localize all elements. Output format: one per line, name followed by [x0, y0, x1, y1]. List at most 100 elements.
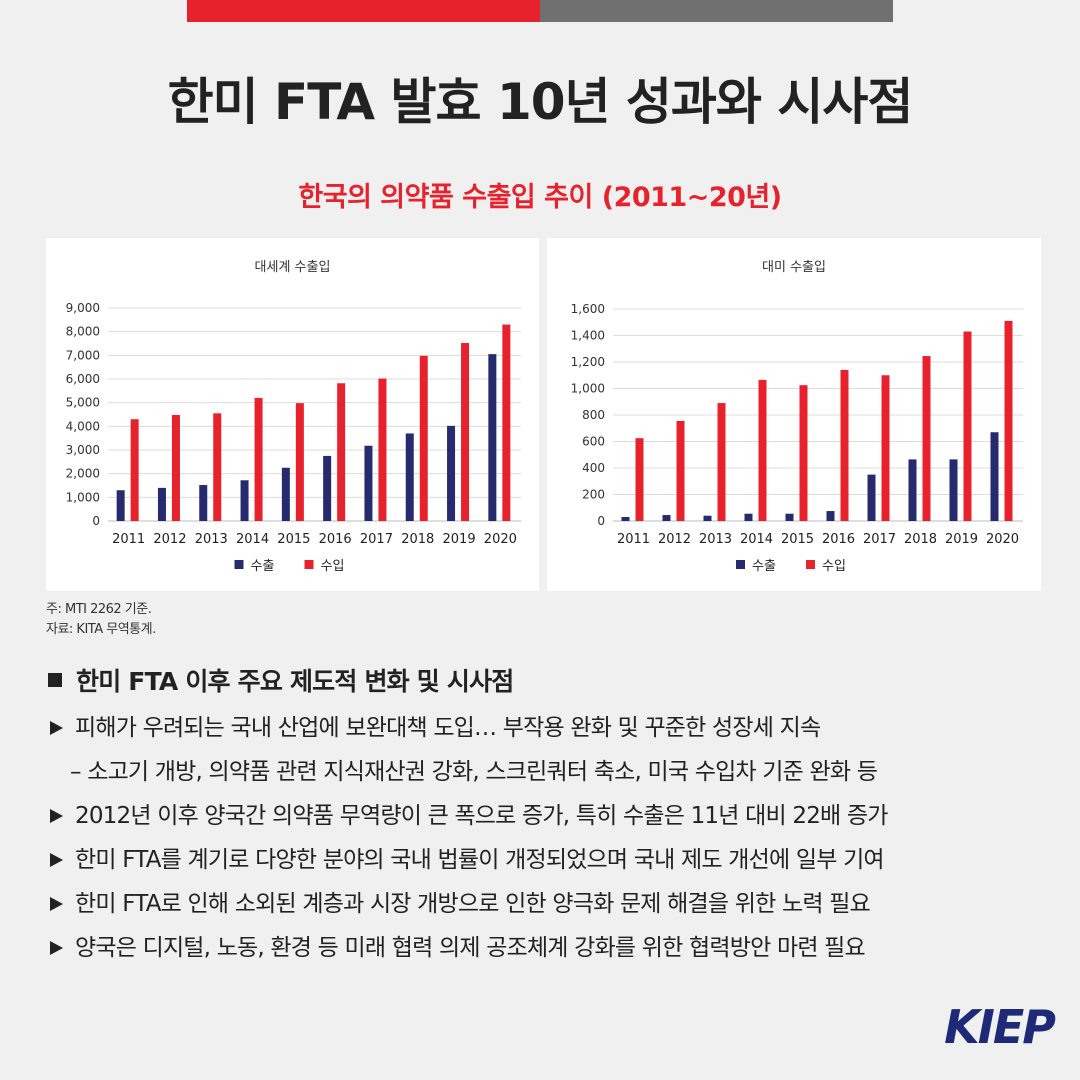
- bar-import: [676, 420, 685, 521]
- section-heading-text: 한미 FTA 이후 주요 제도적 변화 및 시사점: [76, 667, 514, 696]
- x-tick-label: 2017: [360, 532, 393, 547]
- bar-import: [171, 414, 180, 521]
- bar-import: [378, 378, 387, 521]
- y-tick-label: 0: [92, 514, 100, 528]
- bar-import: [1004, 320, 1013, 521]
- bar-export: [826, 511, 835, 521]
- y-tick-label: 8,000: [66, 325, 100, 339]
- page-title: 한미 FTA 발효 10년 성과와 시사점: [167, 73, 914, 131]
- list-item: 한미 FTA를 계기로 다양한 분야의 국내 법률이 개정되었으며 국내 제도 …: [46, 838, 1046, 882]
- top-accent-gray: [540, 0, 893, 22]
- triangle-bullet-icon: [50, 809, 63, 823]
- bar-import: [881, 375, 890, 521]
- bar-import: [295, 403, 304, 521]
- y-tick-label: 0: [597, 514, 605, 528]
- figure-title: 한국의 의약품 수출입 추이 (2011~20년): [298, 182, 782, 213]
- list-item: 양국은 디지털, 노동, 환경 등 미래 협력 의제 공조체계 강화를 위한 협…: [46, 926, 1046, 970]
- y-tick-label: 3,000: [66, 443, 100, 457]
- bar-export: [323, 455, 332, 521]
- bar-import: [635, 438, 644, 521]
- bar-import: [461, 343, 470, 521]
- list-item-text: 한미 FTA로 인해 소외된 계층과 시장 개방으로 인한 양극화 문제 해결을…: [75, 891, 871, 917]
- bar-export: [488, 354, 497, 521]
- bar-import: [758, 379, 767, 521]
- x-tick-label: 2016: [822, 532, 855, 547]
- list-item-text: 양국은 디지털, 노동, 환경 등 미래 협력 의제 공조체계 강화를 위한 협…: [75, 935, 866, 961]
- bar-import: [254, 397, 263, 521]
- bar-export: [949, 459, 958, 521]
- x-tick-label: 2014: [740, 532, 773, 547]
- list-item: 한미 FTA로 인해 소외된 계층과 시장 개방으로 인한 양극화 문제 해결을…: [46, 882, 1046, 926]
- y-tick-label: 6,000: [66, 372, 100, 386]
- legend-label: 수출: [251, 559, 275, 574]
- bar-import: [502, 324, 511, 521]
- legend-label: 수입: [822, 559, 846, 574]
- triangle-bullet-icon: [50, 941, 63, 955]
- chart-title: 대미 수출입: [762, 260, 826, 275]
- bar-export: [116, 490, 125, 521]
- x-tick-label: 2011: [112, 532, 145, 547]
- bar-import: [130, 419, 139, 521]
- y-tick-label: 1,000: [571, 382, 605, 396]
- bar-import: [213, 413, 222, 521]
- bar-export: [785, 513, 794, 521]
- y-tick-label: 200: [582, 488, 605, 502]
- x-tick-label: 2012: [153, 532, 186, 547]
- y-tick-label: 1,600: [571, 302, 605, 316]
- list-item: 2012년 이후 양국간 의약품 무역량이 큰 폭으로 증가, 특히 수출은 1…: [46, 794, 1046, 838]
- y-tick-label: 7,000: [66, 348, 100, 362]
- legend-label: 수출: [752, 559, 776, 574]
- top-accent-red: [187, 0, 540, 22]
- bar-export: [744, 513, 753, 521]
- x-tick-label: 2013: [699, 532, 732, 547]
- legend-swatch: [806, 560, 815, 569]
- section-heading: 한미 FTA 이후 주요 제도적 변화 및 시사점: [46, 662, 1046, 698]
- triangle-bullet-icon: [50, 721, 63, 735]
- bar-export: [199, 485, 208, 521]
- x-tick-label: 2017: [863, 532, 896, 547]
- list-item-text: 피해가 우려되는 국내 산업에 보완대책 도입… 부작용 완화 및 꾸준한 성장…: [75, 715, 821, 741]
- list-item-text: 한미 FTA를 계기로 다양한 분야의 국내 법률이 개정되었으며 국내 제도 …: [75, 847, 885, 873]
- bar-export: [447, 425, 456, 521]
- bar-import: [799, 385, 808, 521]
- y-tick-label: 9,000: [66, 301, 100, 315]
- y-tick-label: 2,000: [66, 467, 100, 481]
- triangle-bullet-icon: [50, 853, 63, 867]
- y-tick-label: 5,000: [66, 396, 100, 410]
- x-tick-label: 2015: [277, 532, 310, 547]
- note-basis: 주: MTI 2262 기준.: [46, 602, 152, 617]
- implications-section: 한미 FTA 이후 주요 제도적 변화 및 시사점 피해가 우려되는 국내 산업…: [46, 662, 1046, 970]
- bar-import: [717, 403, 726, 521]
- bar-export: [908, 459, 917, 521]
- chart-notes: 주: MTI 2262 기준. 자료: KITA 무역통계.: [46, 600, 156, 640]
- x-tick-label: 2019: [945, 532, 978, 547]
- x-tick-label: 2013: [195, 532, 228, 547]
- x-tick-label: 2014: [236, 532, 269, 547]
- x-tick-label: 2020: [484, 532, 517, 547]
- list-item-text: 2012년 이후 양국간 의약품 무역량이 큰 폭으로 증가, 특히 수출은 1…: [75, 803, 888, 829]
- bar-export: [621, 517, 630, 521]
- x-tick-label: 2012: [658, 532, 691, 547]
- x-tick-label: 2015: [781, 532, 814, 547]
- bar-import: [963, 331, 972, 521]
- legend-swatch: [736, 560, 745, 569]
- legend-swatch: [304, 560, 314, 569]
- x-tick-label: 2016: [319, 532, 352, 547]
- bar-export: [157, 487, 166, 521]
- note-source: 자료: KITA 무역통계.: [46, 622, 156, 637]
- list-item: 피해가 우려되는 국내 산업에 보완대책 도입… 부작용 완화 및 꾸준한 성장…: [46, 706, 1046, 750]
- bar-export: [662, 515, 671, 521]
- y-tick-label: 800: [582, 408, 605, 422]
- list-sub-item: – 소고기 개방, 의약품 관련 지식재산권 강화, 스크린쿼터 축소, 미국 …: [70, 759, 878, 785]
- bar-export: [281, 467, 290, 521]
- bar-export: [703, 515, 712, 521]
- kiep-logo: KIEP: [944, 1000, 1056, 1054]
- x-tick-label: 2011: [617, 532, 650, 547]
- square-bullet-icon: [48, 673, 62, 687]
- bar-export: [405, 433, 414, 521]
- chart-us-svg: 대미 수출입 0 200 400 600 800 1,000 1,200 1,400 1,600 2…: [571, 260, 1023, 574]
- y-tick-label: 1,200: [571, 355, 605, 369]
- x-tick-label: 2018: [401, 532, 434, 547]
- bar-import: [840, 369, 849, 521]
- chart-panel-us: 대미 수출입 0 200 400 600 800 1,000 1,200 1,400 1,600 2…: [547, 238, 1041, 591]
